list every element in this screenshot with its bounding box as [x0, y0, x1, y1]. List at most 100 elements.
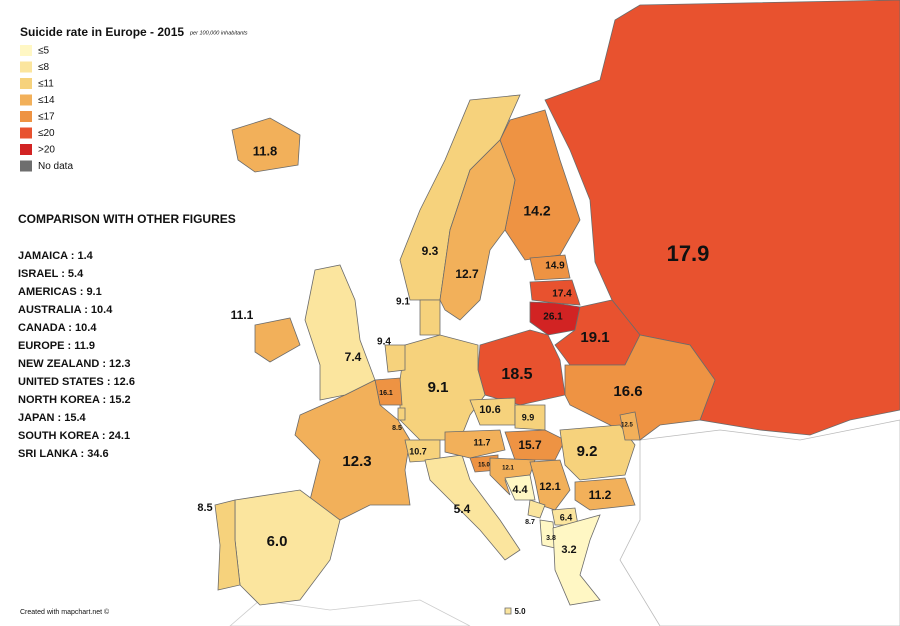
- legend-swatch: [20, 144, 32, 155]
- country: [254, 317, 301, 363]
- country-label: 4.4: [512, 484, 528, 496]
- country: [529, 279, 581, 306]
- country-label: 14.2: [523, 203, 550, 219]
- country: [419, 299, 441, 336]
- legend-swatch: [20, 61, 32, 73]
- country: [424, 454, 521, 561]
- country: [552, 514, 601, 606]
- country-label: 9.1: [428, 379, 449, 396]
- country: [529, 254, 571, 281]
- legend-label: No data: [38, 161, 73, 172]
- country: [527, 499, 546, 519]
- country: [619, 411, 641, 441]
- legend-label: ≤17: [38, 112, 55, 123]
- country-label: 5.4: [454, 502, 471, 516]
- country: [214, 499, 241, 591]
- country: [559, 424, 636, 481]
- country-label: 8.5: [197, 502, 212, 514]
- comparison-item: AUSTRALIA : 10.4: [18, 304, 113, 316]
- legend-label: ≤20: [38, 128, 55, 139]
- country-label: 12.1: [539, 481, 560, 493]
- non-data-land: [229, 599, 471, 626]
- country-label: 18.5: [501, 366, 532, 383]
- country-label: 11.2: [589, 488, 612, 502]
- legend-swatch: [20, 160, 32, 172]
- country-label: 10.6: [479, 404, 500, 416]
- country: [564, 334, 716, 441]
- legend-swatch: [20, 45, 32, 56]
- comparison-item: UNITED STATES : 12.6: [18, 376, 135, 388]
- country-label: 3.8: [546, 535, 556, 542]
- country: [231, 117, 301, 173]
- footer: Created with mapchart.net ©: [20, 608, 110, 616]
- legend-label: ≤5: [38, 46, 49, 57]
- country-label: 9.3: [422, 244, 439, 258]
- subtitle: per 100,000 inhabitants: [189, 30, 248, 36]
- country-label: 12.7: [455, 267, 479, 281]
- comparison-item: JAPAN : 15.4: [18, 412, 87, 424]
- country: [399, 334, 486, 441]
- legend-label: >20: [38, 145, 55, 156]
- country-label: 16.1: [379, 390, 393, 397]
- country-label: 12.1: [502, 466, 514, 472]
- country-label: 8.5: [392, 425, 402, 432]
- country: [504, 607, 512, 615]
- country-label: 11.1: [231, 308, 254, 322]
- country: [544, 0, 900, 436]
- comparison-item: NEW ZEALAND : 12.3: [18, 358, 130, 370]
- country-label: 12.5: [621, 423, 633, 429]
- country-label: 19.1: [580, 329, 609, 346]
- country-label: 11.8: [253, 143, 278, 158]
- country: [304, 264, 376, 401]
- comparison-title: COMPARISON WITH OTHER FIGURES: [18, 212, 236, 226]
- country-label: 9.9: [522, 412, 535, 422]
- legend-label: ≤14: [38, 95, 55, 106]
- background-land: [229, 419, 900, 626]
- comparison-item: CANADA : 10.4: [18, 322, 97, 334]
- country-label: 14.9: [545, 261, 565, 272]
- country: [439, 139, 516, 321]
- country-label: 9.2: [577, 443, 598, 460]
- comparison-item: EUROPE : 11.9: [18, 340, 95, 352]
- legend-swatch: [20, 94, 32, 106]
- legend-label: ≤8: [38, 62, 49, 73]
- country-label: 17.9: [667, 241, 710, 266]
- country: [504, 474, 536, 501]
- country-label: 8.7: [525, 519, 535, 526]
- legend-swatch: [20, 111, 32, 122]
- non-data-land: [619, 419, 900, 626]
- legend-swatch: [20, 127, 32, 139]
- country-label: 11.7: [473, 437, 490, 447]
- country-label: 5.0: [514, 607, 526, 616]
- country-label: 10.7: [409, 446, 427, 456]
- country: [397, 407, 406, 421]
- country-label: 6.4: [560, 512, 573, 522]
- country-label: 6.0: [267, 533, 288, 550]
- country: [489, 457, 536, 496]
- country: [574, 477, 636, 511]
- country: [384, 344, 406, 373]
- country: [444, 429, 506, 459]
- comparison-item: NORTH KOREA : 15.2: [18, 394, 131, 406]
- comparison-item: JAMAICA : 1.4: [18, 250, 94, 262]
- country-label: 26.1: [543, 312, 563, 323]
- country-label: 15.0: [478, 463, 490, 469]
- comparison-item: ISRAEL : 5.4: [18, 268, 84, 280]
- legend-swatch: [20, 78, 32, 89]
- country: [294, 379, 411, 521]
- country-label: 9.4: [377, 337, 391, 348]
- country-label: 3.2: [561, 544, 576, 556]
- country-label: 15.7: [518, 438, 542, 452]
- country-label: 17.4: [552, 289, 572, 300]
- comparison-item: SOUTH KOREA : 24.1: [18, 430, 130, 442]
- legend-label: ≤11: [38, 79, 54, 90]
- country-label: 7.4: [345, 350, 362, 364]
- comparison-item: AMERICAS : 9.1: [18, 286, 102, 298]
- country-label: 16.6: [613, 383, 642, 400]
- title: Suicide rate in Europe - 2015: [20, 25, 184, 39]
- country-label: 12.3: [342, 453, 371, 470]
- country-label: 9.1: [396, 297, 410, 308]
- country: [504, 429, 566, 461]
- comparison-item: SRI LANKA : 34.6: [18, 448, 109, 460]
